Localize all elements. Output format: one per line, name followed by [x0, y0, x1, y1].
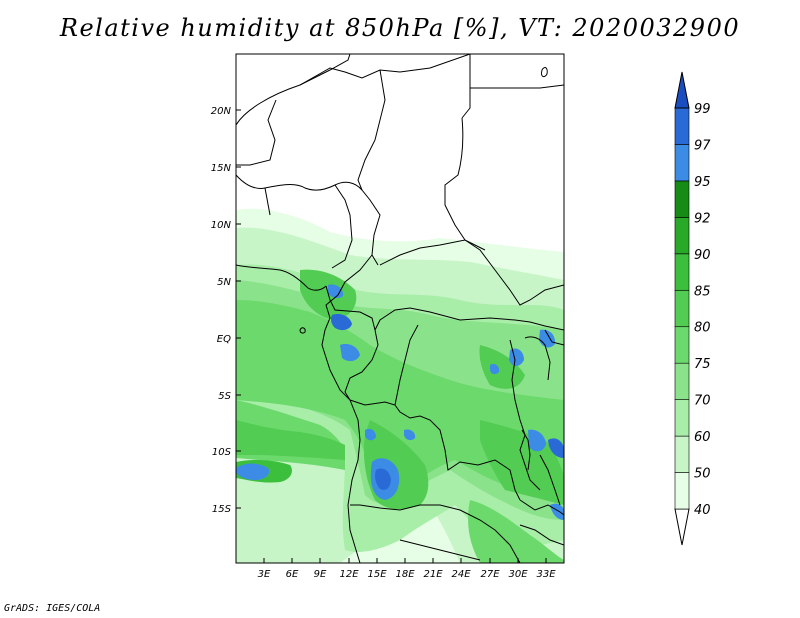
colorbar-segment — [674, 180, 690, 218]
lat-tick-label: 20N — [211, 106, 232, 117]
colorbar-label: 90 — [694, 248, 711, 263]
colorbar-segment — [674, 217, 690, 255]
colorbar-segment — [674, 71, 690, 109]
colorbar-segment — [674, 107, 690, 145]
humidity-field — [236, 54, 564, 563]
lon-tick-label: 3E — [258, 569, 271, 580]
colorbar-label: 80 — [694, 321, 711, 336]
colorbar-segment — [674, 399, 690, 437]
map-title: Relative humidity at 850hPa [%], VT: 202… — [59, 14, 741, 42]
lon-tick-label: 6E — [286, 569, 299, 580]
lat-tick-label: 15N — [211, 163, 232, 174]
colorbar-label: 75 — [694, 357, 711, 372]
colorbar-label: 40 — [694, 503, 711, 518]
lat-tick-label: 15S — [212, 504, 232, 515]
lon-tick-label: 12E — [339, 569, 359, 580]
lon-tick-label: 18E — [395, 569, 415, 580]
colorbar-label: 95 — [694, 175, 711, 190]
lon-tick-label: 27E — [480, 569, 500, 580]
lon-tick-label: 24E — [451, 569, 471, 580]
credit-label: GrADS: IGES/COLA — [4, 603, 101, 614]
longitude-axis: 3E 6E 9E 12E 15E 18E 21E 24E 27E 30E 33E — [258, 558, 556, 580]
colorbar-label: 85 — [694, 284, 711, 299]
lon-tick-label: 21E — [423, 569, 443, 580]
lat-tick-label: 5N — [217, 277, 231, 288]
colorbar-segment — [674, 508, 690, 546]
colorbar-segment — [674, 253, 690, 291]
colorbar-segment — [674, 472, 690, 510]
lon-tick-label: 9E — [314, 569, 327, 580]
colorbar-label: 70 — [694, 394, 711, 409]
colorbar-segment — [674, 289, 690, 328]
colorbar-segment — [674, 435, 690, 473]
lat-tick-label: EQ — [217, 334, 231, 345]
colorbar-label: 92 — [694, 211, 711, 226]
colorbar-label: 97 — [694, 138, 711, 153]
colorbar-segment — [674, 326, 690, 364]
lon-tick-label: 30E — [508, 569, 528, 580]
colorbar-label: 50 — [694, 467, 711, 482]
colorbar-label: 99 — [694, 102, 711, 117]
colorbar-segment — [674, 362, 690, 400]
colorbar-segment — [674, 144, 690, 182]
country-borders — [236, 54, 564, 563]
colorbar-label: 60 — [694, 430, 711, 445]
map-frame — [235, 53, 565, 564]
latitude-axis: 20N 15N 10N 5N EQ 5S 10S 15S — [211, 106, 241, 515]
colorbar: 40 50 60 70 75 80 85 90 92 95 97 99 — [674, 71, 711, 546]
lat-tick-label: 10S — [212, 447, 232, 458]
lat-tick-label: 10N — [211, 220, 232, 231]
lat-tick-label: 5S — [218, 391, 231, 402]
lon-tick-label: 15E — [367, 569, 387, 580]
lon-tick-label: 33E — [536, 569, 556, 580]
